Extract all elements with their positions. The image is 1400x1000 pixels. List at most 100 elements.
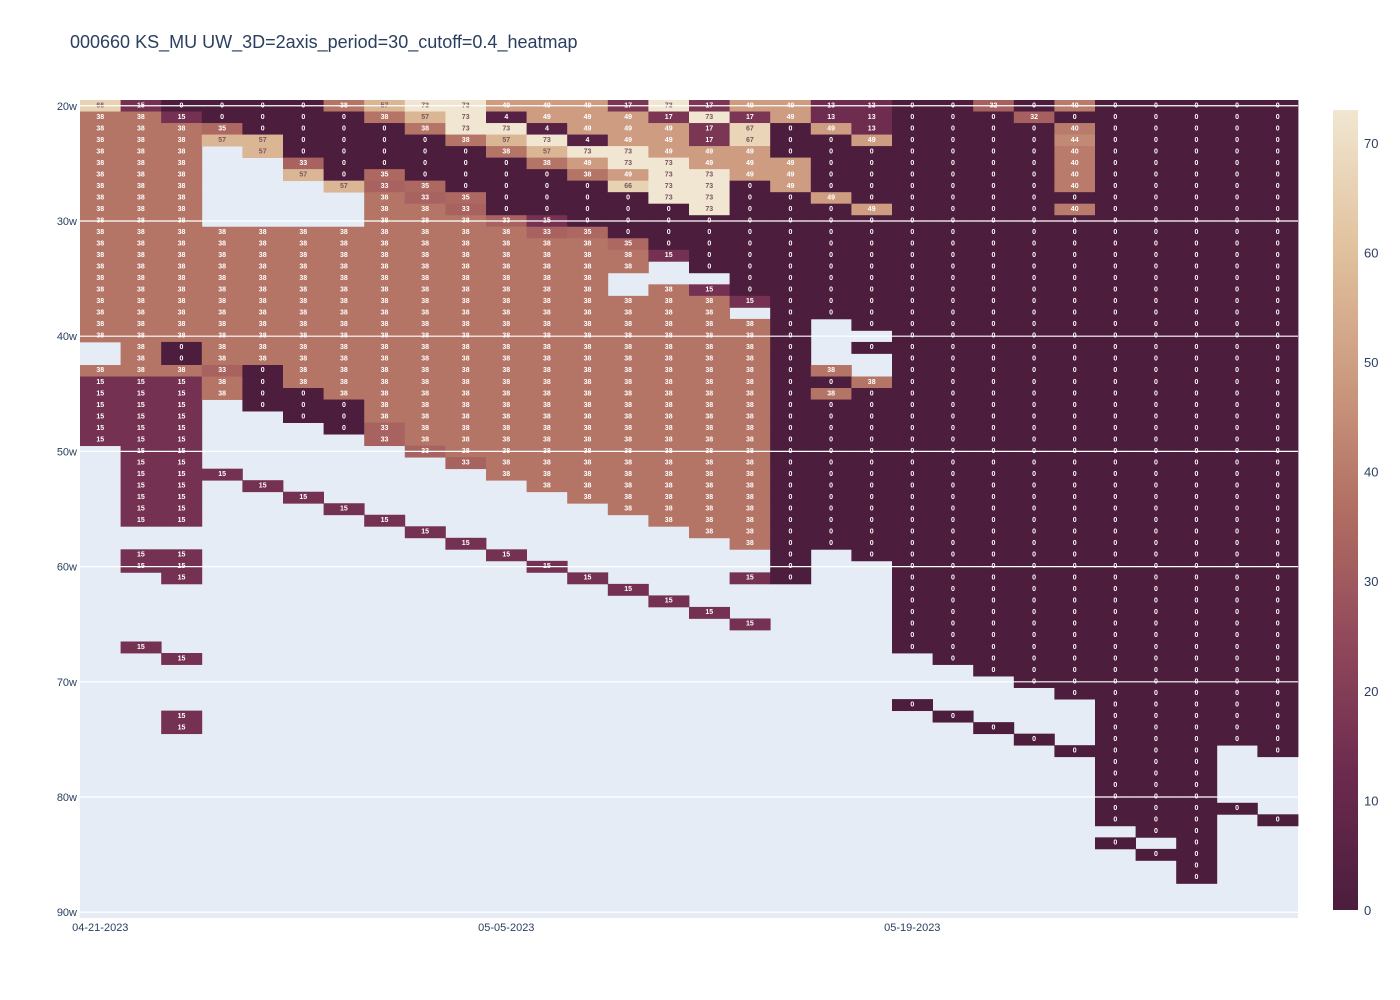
heatmap-cell: [1216, 606, 1258, 619]
heatmap-cell: [1095, 699, 1136, 712]
heatmap-cell: [1095, 572, 1136, 585]
cell-label: 0: [951, 344, 955, 351]
x-tick-label: 04-21-2023: [72, 922, 128, 934]
heatmap-cell: [973, 134, 1015, 147]
heatmap-cell: [1257, 307, 1299, 320]
cell-label: 0: [1154, 252, 1158, 259]
cell-label: 0: [1113, 805, 1117, 812]
heatmap-cell: [1176, 261, 1218, 274]
heatmap-cell: [1257, 238, 1299, 251]
cell-label: 0: [748, 275, 752, 282]
y-tick-label: 50w: [57, 446, 77, 458]
cell-label: 38: [624, 264, 632, 271]
heatmap-cell: [932, 537, 974, 550]
cell-label: 15: [96, 379, 104, 386]
cell-label: 0: [1073, 298, 1077, 305]
heatmap-cell: [1216, 192, 1258, 205]
heatmap-cell: [607, 157, 649, 170]
cell-label: 0: [1195, 713, 1199, 720]
heatmap-cell: [973, 399, 1015, 412]
cell-label: 38: [421, 298, 429, 305]
cell-label: 0: [261, 379, 265, 386]
cell-label: 38: [137, 252, 145, 259]
cell-label: 0: [1073, 413, 1077, 420]
heatmap-cell: [1257, 180, 1299, 193]
heatmap-cell: [689, 364, 730, 377]
y-tick-label: 60w: [57, 562, 77, 574]
heatmap-cell: [851, 503, 893, 516]
heatmap-cell: [486, 457, 527, 470]
cell-label: 0: [1235, 805, 1239, 812]
heatmap-cell: [404, 261, 446, 274]
heatmap-cell: [1095, 411, 1136, 423]
cell-label: 0: [910, 321, 914, 328]
heatmap-cell: [851, 123, 893, 135]
heatmap-cell: [689, 353, 730, 366]
heatmap-cell: [1054, 307, 1096, 320]
heatmap-cell: [1135, 779, 1177, 792]
heatmap-cell: [1257, 399, 1299, 412]
heatmap-cell: [1054, 549, 1096, 562]
heatmap-cell: [689, 411, 730, 423]
cell-label: 0: [951, 632, 955, 639]
cell-label: 0: [1073, 459, 1077, 466]
heatmap-cell: [364, 261, 406, 274]
heatmap-cell: [689, 203, 730, 216]
cell-label: 0: [1235, 529, 1239, 536]
cell-label: 38: [584, 356, 592, 363]
cell-label: 0: [1113, 436, 1117, 443]
heatmap-cell: [120, 272, 162, 285]
heatmap-cell: [648, 249, 690, 262]
cell-label: 0: [910, 183, 914, 190]
heatmap-cell: [404, 399, 446, 412]
heatmap-cell: [1257, 284, 1299, 297]
cell-label: 0: [1032, 644, 1036, 651]
heatmap-cell: [161, 572, 203, 585]
heatmap-cell: [810, 284, 852, 297]
heatmap-cell: [161, 134, 203, 147]
cell-label: 0: [1276, 690, 1280, 697]
heatmap-cell: [567, 180, 609, 193]
cell-label: 38: [584, 436, 592, 443]
cell-label: 38: [502, 390, 510, 397]
cell-label: 38: [543, 321, 551, 328]
cell-label: 38: [462, 264, 470, 271]
cell-label: 0: [1073, 690, 1077, 697]
cell-label: 38: [421, 310, 429, 317]
heatmap-cell: [932, 295, 974, 308]
cell-label: 0: [1073, 344, 1077, 351]
heatmap-cell: [80, 180, 121, 193]
cell-label: 38: [665, 344, 673, 351]
cell-label: 0: [1154, 310, 1158, 317]
heatmap-cell: [323, 411, 365, 423]
cell-label: 0: [1235, 655, 1239, 662]
cell-label: 57: [299, 171, 307, 178]
heatmap-cell: [810, 203, 852, 216]
cell-label: 0: [1195, 586, 1199, 593]
cell-label: 0: [951, 241, 955, 248]
heatmap-cell: [973, 146, 1015, 159]
cell-label: 0: [1154, 517, 1158, 524]
heatmap-cell: [1095, 238, 1136, 251]
heatmap-cell: [120, 480, 162, 493]
cell-label: 0: [789, 241, 793, 248]
heatmap-cell: [323, 364, 365, 377]
cell-label: 13: [827, 114, 835, 121]
cell-label: 38: [137, 206, 145, 213]
cell-label: 0: [910, 229, 914, 236]
cell-label: 0: [1113, 114, 1117, 121]
cell-label: 0: [870, 459, 874, 466]
cell-label: 0: [910, 344, 914, 351]
cell-label: 0: [261, 367, 265, 374]
cell-label: 66: [624, 183, 632, 190]
cell-label: 0: [545, 171, 549, 178]
cell-label: 38: [502, 379, 510, 386]
heatmap-cell: [1095, 480, 1136, 493]
cell-label: 0: [789, 552, 793, 559]
cell-label: 0: [707, 241, 711, 248]
heatmap-cell: [892, 514, 933, 527]
heatmap-cell: [80, 422, 121, 435]
cell-label: 0: [1276, 194, 1280, 201]
heatmap-cell: [973, 468, 1015, 481]
heatmap-cell: [1257, 388, 1299, 400]
